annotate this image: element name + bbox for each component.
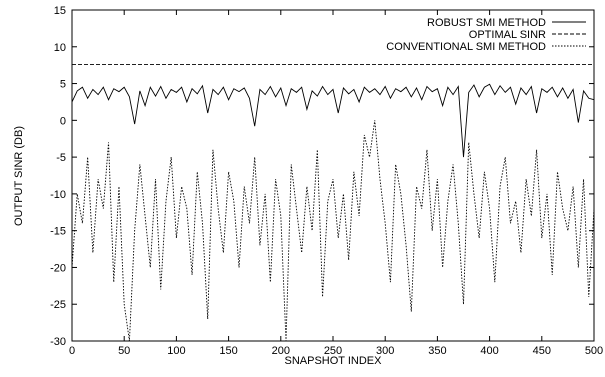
legend-label: CONVENTIONAL SMI METHOD xyxy=(386,41,546,53)
x-tick-label: 400 xyxy=(480,345,498,357)
x-tick-label: 500 xyxy=(585,345,603,357)
y-tick-label: -15 xyxy=(50,226,66,238)
x-tick-label: 150 xyxy=(219,345,237,357)
legend-label: OPTIMAL SINR xyxy=(469,29,546,41)
x-tick-label: 450 xyxy=(533,345,551,357)
y-tick-label: 15 xyxy=(54,5,66,17)
x-tick-label: 200 xyxy=(272,345,290,357)
x-tick-label: 350 xyxy=(428,345,446,357)
series-line xyxy=(71,83,595,158)
series-line xyxy=(71,120,595,342)
y-tick-label: -20 xyxy=(50,262,66,274)
x-tick-label: 250 xyxy=(324,345,342,357)
y-tick-label: -30 xyxy=(50,336,66,348)
y-tick-label: 0 xyxy=(60,115,66,127)
y-tick-label: -5 xyxy=(56,152,66,164)
x-tick-label: 50 xyxy=(118,345,130,357)
plot-frame xyxy=(71,9,595,342)
y-tick-label: 5 xyxy=(60,79,66,91)
y-tick-label: -25 xyxy=(50,299,66,311)
x-axis-label: SNAPSHOT INDEX xyxy=(285,355,383,367)
x-tick-label: 300 xyxy=(376,345,394,357)
y-tick-label: -10 xyxy=(50,189,66,201)
y-tick-label: 10 xyxy=(54,42,66,54)
x-tick-label: 0 xyxy=(69,345,75,357)
y-axis-label: OUTPUT SINR (DB) xyxy=(13,126,25,226)
legend-label: ROBUST SMI METHOD xyxy=(427,17,546,29)
x-tick-label: 100 xyxy=(167,345,185,357)
